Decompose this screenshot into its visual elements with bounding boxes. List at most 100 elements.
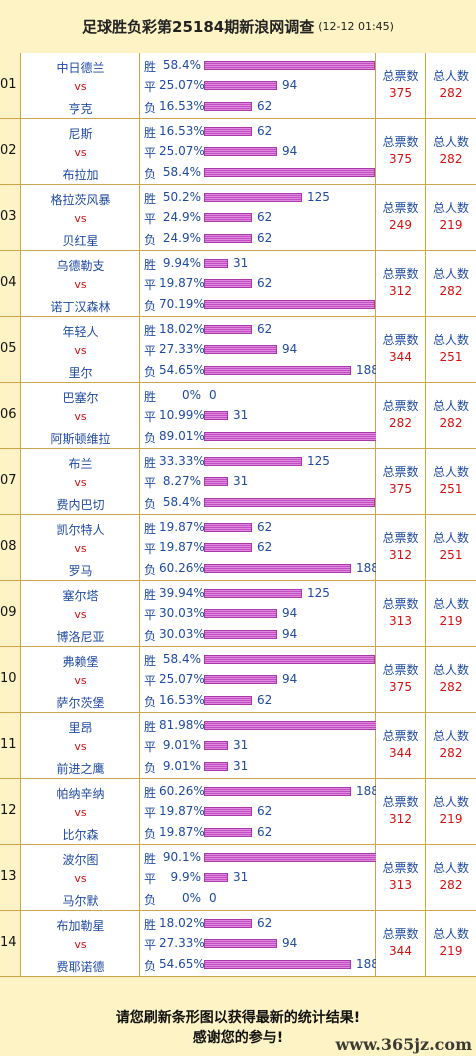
win-line: 胜58.4%219 [144, 58, 403, 74]
win-count: 31 [233, 256, 249, 270]
lose-bar [204, 300, 375, 309]
lose-bar [204, 498, 375, 507]
win-percent: 16.53% [159, 124, 205, 138]
votes-label: 总票数 [382, 465, 419, 479]
votes-label: 总票数 [382, 267, 419, 281]
match-index: 12 [0, 803, 17, 818]
win-percent: 33.33% [159, 454, 205, 468]
lose-label: 负 [144, 299, 157, 313]
votes-cell: 总票数 282 [376, 383, 426, 448]
lose-label: 负 [144, 695, 157, 709]
match-index-cell: 13 [0, 845, 21, 910]
away-team: 布拉加 [62, 168, 99, 182]
win-bar [204, 61, 375, 70]
votes-label: 总票数 [382, 729, 419, 743]
draw-percent: 25.07% [159, 144, 205, 158]
people-cell: 总人数 282 [426, 647, 476, 712]
draw-bar [204, 213, 252, 222]
vs-label: vs [74, 146, 87, 159]
win-label: 胜 [144, 126, 157, 140]
votes-cell: 总票数 313 [376, 845, 426, 910]
people-cell: 总人数 251 [426, 317, 476, 382]
match-index: 14 [0, 935, 17, 950]
win-bar [204, 589, 302, 598]
away-team: 马尔默 [62, 894, 99, 908]
draw-line: 平 19.87% 62 [144, 804, 376, 820]
away-team: 里尔 [68, 366, 93, 380]
win-line: 胜 0% 0 [144, 388, 376, 404]
survey-header: 足球胜负彩第25184期新浪网调查 (12-12 01:45) [0, 0, 476, 54]
lose-count: 94 [282, 627, 298, 641]
lose-bar [204, 828, 252, 837]
lose-line: 负 54.65% 188 [144, 363, 379, 379]
draw-line: 平 10.99% 31 [144, 408, 376, 424]
teams-cell: 凯尔特人 vs 罗马 [21, 515, 140, 580]
win-percent: 18.02% [159, 322, 205, 336]
people-label: 总人数 [432, 861, 469, 875]
match-row: 02尼斯vs布拉加胜16.53%62平25.07%94负58.4%219总票数3… [0, 119, 476, 185]
win-bar [204, 259, 228, 268]
draw-bar [204, 147, 277, 156]
lose-percent: 70.19% [159, 297, 205, 311]
votes-value: 249 [389, 218, 412, 232]
votes-value: 312 [389, 548, 412, 562]
lose-percent: 16.53% [159, 99, 205, 113]
draw-count: 62 [257, 540, 273, 554]
people-value: 282 [439, 878, 463, 892]
teams-cell: 里昂 vs 前进之鹰 [21, 713, 140, 778]
win-label: 胜 [144, 324, 157, 338]
match-index-cell: 04 [0, 251, 21, 316]
match-row: 11里昂vs前进之鹰胜81.98%282平9.01%31负9.01%31总票数3… [0, 713, 476, 779]
people-label: 总人数 [432, 69, 469, 83]
lose-label: 负 [144, 497, 157, 511]
votes-label: 总票数 [382, 69, 419, 83]
match-row: 08 凯尔特人 vs 罗马胜 19.87% 62 平 19.87% 62 负 60.26% 188 总票… [0, 515, 476, 581]
draw-line: 平 24.9% 62 [144, 210, 376, 226]
draw-line: 平 9.9% 31 [144, 870, 376, 886]
win-line: 胜90.1%282 [144, 850, 452, 866]
draw-bar [204, 279, 252, 288]
teams-cell: 波尔图 vs 马尔默 [21, 845, 140, 910]
win-bar [204, 127, 252, 136]
lose-count: 62 [257, 825, 273, 839]
votes-label: 总票数 [382, 597, 419, 611]
match-row: 05 年轻人 vs 里尔胜 18.02% 62 平 27.33% 94 负 54.65% 188 总票数… [0, 317, 476, 383]
votes-value: 375 [389, 152, 412, 166]
draw-bar [204, 873, 228, 882]
votes-label: 总票数 [382, 399, 419, 413]
draw-bar [204, 939, 277, 948]
match-index-cell: 14 [0, 911, 21, 976]
draw-bar [204, 807, 252, 816]
win-percent: 39.94% [159, 586, 205, 600]
home-team: 布加勒星 [56, 919, 105, 933]
match-index-cell: 02 [0, 119, 21, 184]
win-percent: 19.87% [159, 520, 205, 534]
home-team: 凯尔特人 [56, 523, 105, 537]
votes-cell: 总票数 344 [376, 911, 426, 976]
win-line: 胜 18.02% 62 [144, 916, 376, 932]
people-value: 251 [439, 548, 463, 562]
people-cell: 总人数 251 [426, 449, 476, 514]
bars-cell: 胜 50.2% 125 平 24.9% 62 负 24.9% 62 [140, 185, 376, 250]
lose-percent: 30.03% [159, 627, 205, 641]
match-index: 05 [0, 341, 17, 356]
lose-count: 188 [356, 957, 379, 971]
votes-value: 375 [389, 680, 412, 694]
win-bar [204, 457, 302, 466]
win-percent: 0% [181, 388, 201, 402]
win-percent: 58.4% [162, 652, 201, 666]
draw-label: 平 [144, 212, 157, 226]
away-team: 比尔森 [62, 828, 99, 842]
teams-cell: 格拉茨风暴 vs 贝红星 [21, 185, 140, 250]
win-count: 62 [257, 916, 273, 930]
match-index: 04 [0, 275, 17, 290]
lose-line: 负 9.01% 31 [144, 759, 376, 775]
lose-percent: 60.26% [159, 561, 205, 575]
draw-line: 平 19.87% 62 [144, 540, 376, 556]
lose-percent: 19.87% [159, 825, 205, 839]
people-value: 282 [439, 680, 463, 694]
vs-label: vs [74, 476, 87, 489]
lose-label: 负 [144, 893, 157, 907]
draw-percent: 9.9% [170, 870, 202, 884]
